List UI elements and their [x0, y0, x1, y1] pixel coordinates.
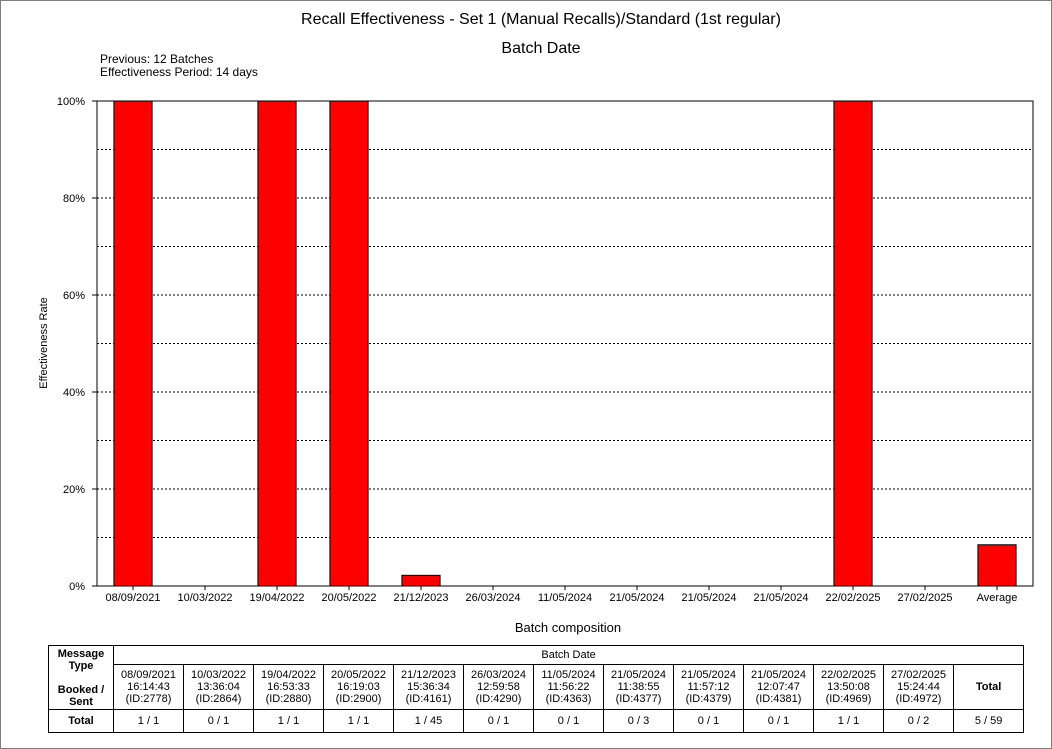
type-header-cell: Message Type Booked / Sent — [48, 644, 114, 711]
x-tick-label: Average — [977, 592, 1018, 604]
batch-total-cell: 1 / 1 — [323, 709, 394, 733]
grid-lines — [97, 100, 1033, 538]
x-tick-label: 21/05/2024 — [609, 592, 664, 604]
batch-total-cell: 0 / 1 — [743, 709, 814, 733]
batch-total-cell: 0 / 1 — [463, 709, 534, 733]
bars — [113, 100, 1017, 587]
batch-header-row: 08/09/2021 16:14:43 (ID:2778) 10/03/2022 … — [49, 663, 1025, 711]
x-tick-label: 21/05/2024 — [753, 592, 808, 604]
batch-total-cell: 0 / 1 — [533, 709, 604, 733]
bar — [113, 100, 153, 587]
previous-batches-note: Previous: 12 Batches — [100, 52, 214, 66]
batch-total-cell: 1 / 1 — [813, 709, 884, 733]
y-tick-label: 20% — [63, 484, 85, 496]
batch-total-cell: 0 / 1 — [673, 709, 744, 733]
x-tick-label: 26/03/2024 — [465, 592, 520, 604]
batch-column-header: 27/02/2025 15:24:44 (ID:4972) — [883, 663, 954, 711]
total-row-label: Total — [48, 709, 114, 733]
x-ticks: 08/09/2021 10/03/2022 19/04/2022 20/05/2022… — [105, 586, 1017, 604]
y-tick-label: 100% — [57, 96, 85, 108]
x-tick-label: 19/04/2022 — [249, 592, 304, 604]
y-tick-label: 60% — [63, 290, 85, 302]
bar — [329, 100, 369, 587]
batch-total-cell: 0 / 1 — [183, 709, 254, 733]
x-tick-label: 21/05/2024 — [681, 592, 736, 604]
y-tick-label: 40% — [63, 387, 85, 399]
x-tick-label: 27/02/2025 — [897, 592, 952, 604]
bar — [977, 544, 1017, 587]
chart-title: Recall Effectiveness - Set 1 (Manual Rec… — [301, 11, 781, 28]
batch-column-header: 21/05/2024 11:57:12 (ID:4379) — [673, 663, 744, 711]
bar — [401, 574, 441, 587]
x-tick-label: 22/02/2025 — [825, 592, 880, 604]
x-tick-label: 08/09/2021 — [105, 592, 160, 604]
batch-column-header: 19/04/2022 16:53:33 (ID:2880) — [253, 663, 324, 711]
y-ticks: 0% 20% 40% 60% 80% 100% — [57, 96, 97, 593]
x-tick-label: 21/12/2023 — [393, 592, 448, 604]
batch-column-header: 08/09/2021 16:14:43 (ID:2778) — [113, 663, 184, 711]
batch-column-header: 11/05/2024 11:56:22 (ID:4363) — [533, 663, 604, 711]
x-tick-label: 11/05/2024 — [538, 592, 592, 604]
batch-date-header: Batch Date — [112, 645, 1025, 665]
batch-column-header: 26/03/2024 12:59:58 (ID:4290) — [463, 663, 534, 711]
batch-column-header: 21/05/2024 11:38:55 (ID:4377) — [603, 663, 674, 711]
batch-column-header: 22/02/2025 13:50:08 (ID:4969) — [813, 663, 884, 711]
composition-table: Message Type Booked / Sent Batch Date 08… — [48, 644, 1025, 733]
bar-chart: 0% 20% 40% 60% 80% 100% 08/09/2021 10/03/2022 1… — [57, 96, 1034, 604]
batch-column-header: 21/05/2024 12:07:47 (ID:4381) — [743, 663, 814, 711]
batch-total-cell: 0 / 3 — [603, 709, 674, 733]
bar — [257, 100, 297, 587]
y-tick-label: 0% — [69, 581, 85, 593]
batch-column-header: 21/12/2023 15:36:34 (ID:4161) — [393, 663, 464, 711]
y-tick-label: 80% — [63, 193, 85, 205]
x-tick-label: 10/03/2022 — [177, 592, 232, 604]
bar — [833, 100, 873, 587]
x-tick-label: 20/05/2022 — [321, 592, 376, 604]
batch-total-cell: 1 / 1 — [113, 709, 184, 733]
batch-total-cell: 1 / 1 — [253, 709, 324, 733]
batch-column-header: 20/05/2022 16:19:03 (ID:2900) — [323, 663, 394, 711]
batch-total-cell: 1 / 45 — [393, 709, 464, 733]
booked-sent-label: Booked / Sent — [57, 683, 105, 708]
effectiveness-period-note: Effectiveness Period: 14 days — [100, 65, 258, 79]
message-type-label: Message Type — [57, 647, 105, 672]
total-column-header: Total — [952, 663, 1025, 711]
grand-total-cell: 5 / 59 — [952, 709, 1025, 733]
batch-total-cell: 0 / 2 — [883, 709, 954, 733]
chart-subtitle: Batch Date — [501, 40, 581, 57]
batch-column-header: 10/03/2022 13:36:04 (ID:2864) — [183, 663, 254, 711]
composition-title: Batch composition — [514, 620, 622, 635]
